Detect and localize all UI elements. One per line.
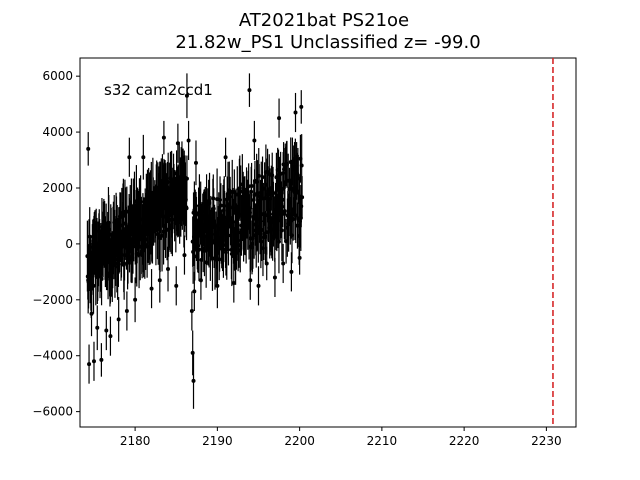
data-point (149, 286, 154, 291)
x-tick-label: 2180 (120, 434, 151, 448)
y-axis: −6000 −4000 −2000 0 2000 4000 6000 (32, 69, 80, 419)
data-point (104, 328, 109, 333)
data-point (256, 283, 261, 288)
data-point (133, 297, 138, 302)
data-point (192, 289, 197, 294)
data-point (299, 104, 304, 109)
data-point (192, 254, 197, 259)
data-point (289, 269, 294, 274)
data-point (279, 228, 284, 233)
data-point (108, 334, 113, 339)
x-tick-label: 2190 (202, 434, 233, 448)
y-tick-label: 2000 (42, 181, 73, 195)
data-point (281, 261, 286, 266)
data-series (85, 73, 305, 409)
x-tick-label: 2210 (367, 434, 398, 448)
data-point (260, 175, 265, 180)
data-point (249, 184, 254, 189)
data-point (246, 184, 251, 189)
data-point (182, 253, 187, 258)
data-point (184, 93, 189, 98)
data-point (184, 206, 189, 211)
y-tick-label: −6000 (32, 405, 73, 419)
chart-title-line1: AT2021bat PS21oe (239, 10, 409, 31)
y-tick-label: 0 (65, 237, 73, 251)
data-point (175, 141, 180, 146)
data-point (174, 283, 179, 288)
data-point (218, 203, 223, 208)
data-point (198, 278, 203, 283)
data-point (91, 359, 96, 364)
data-point (127, 155, 132, 160)
data-point (161, 135, 166, 140)
data-point (264, 261, 269, 266)
data-point (184, 176, 189, 181)
data-point (277, 116, 282, 121)
data-point (202, 248, 207, 253)
data-point (141, 155, 146, 160)
data-point (99, 357, 104, 362)
data-point (231, 281, 236, 286)
x-tick-label: 2200 (284, 434, 315, 448)
data-point (166, 267, 171, 272)
data-point (223, 155, 228, 160)
data-point (272, 275, 277, 280)
data-point (189, 308, 194, 313)
data-point (248, 278, 253, 283)
y-tick-label: −4000 (32, 349, 73, 363)
data-point (86, 146, 91, 151)
data-point (87, 234, 92, 239)
data-point (193, 160, 198, 165)
data-point (247, 88, 252, 93)
data-point (300, 195, 305, 200)
data-point (95, 325, 100, 330)
plot-area-frame (79, 57, 577, 428)
y-tick-label: 4000 (42, 125, 73, 139)
data-point (89, 311, 94, 316)
data-point (282, 209, 287, 214)
data-point (215, 283, 220, 288)
data-point (276, 239, 281, 244)
data-point (186, 138, 191, 143)
data-point (221, 247, 226, 252)
y-tick-label: −2000 (32, 293, 73, 307)
x-axis: 2180 2190 2200 2210 2220 2230 (120, 427, 562, 448)
chart-title-line2: 21.82w_PS1 Unclassified z= -99.0 (175, 32, 480, 53)
ccd-annotation: s32 cam2ccd1 (104, 81, 213, 99)
data-point (91, 283, 96, 288)
data-point (124, 308, 129, 313)
data-point (157, 278, 162, 283)
x-tick-label: 2220 (449, 434, 480, 448)
data-point (297, 255, 302, 260)
data-point (116, 317, 121, 322)
data-point (280, 197, 285, 202)
x-tick-label: 2230 (531, 434, 562, 448)
data-point (252, 138, 257, 143)
y-tick-label: 6000 (42, 69, 73, 83)
data-point (299, 163, 304, 168)
data-point (197, 247, 202, 252)
data-point (87, 362, 92, 367)
data-point (293, 110, 298, 115)
data-point (291, 216, 296, 221)
data-point (191, 378, 196, 383)
data-point (238, 189, 243, 194)
